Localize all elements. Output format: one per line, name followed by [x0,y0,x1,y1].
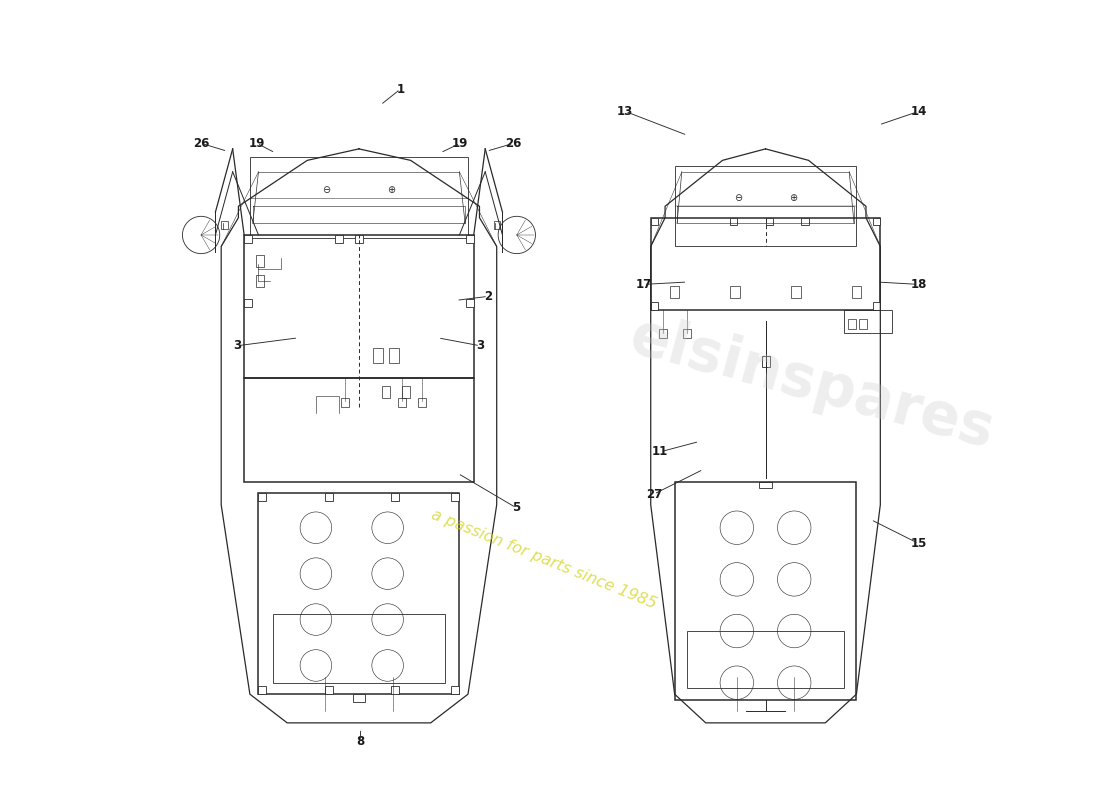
Bar [451,494,460,502]
Bar [250,158,468,238]
Text: ⊕: ⊕ [387,185,396,194]
Bar [791,286,801,298]
Bar [324,494,333,502]
Text: ⊖: ⊖ [322,185,330,194]
Bar [324,686,333,694]
Bar [373,348,383,362]
Bar [389,348,399,362]
Bar [398,398,406,407]
Text: 3: 3 [476,339,484,352]
Bar [353,694,365,702]
Bar [451,686,460,694]
Bar [683,329,691,338]
Bar [402,386,410,398]
Bar [802,218,808,225]
Bar [392,686,399,694]
Text: a passion for parts since 1985: a passion for parts since 1985 [429,507,659,612]
Bar [651,218,880,310]
Text: 8: 8 [356,734,365,748]
Bar [659,329,667,338]
Text: 15: 15 [911,537,927,550]
Bar [686,631,845,689]
Bar [465,298,474,306]
Bar [244,235,474,378]
Bar [729,218,737,225]
Bar [418,398,426,407]
Bar [759,482,772,488]
Bar [651,218,658,225]
Text: 26: 26 [505,137,521,150]
Text: 19: 19 [452,137,469,150]
Bar [336,235,343,243]
Text: 27: 27 [646,487,662,501]
Bar [674,482,857,700]
Bar [730,286,740,298]
Bar [494,222,501,230]
Bar [873,218,880,225]
Bar [845,310,892,333]
Bar [761,356,770,367]
Text: 14: 14 [911,105,927,118]
Text: 17: 17 [636,278,651,291]
Text: 3: 3 [233,339,241,352]
Bar [244,298,252,306]
Text: ⊖: ⊖ [734,194,742,203]
Bar [273,614,446,682]
Text: 11: 11 [652,446,669,458]
Bar [674,166,857,246]
Text: 26: 26 [192,137,209,150]
Bar [392,494,399,502]
Bar [766,218,772,225]
Text: 2: 2 [484,290,492,303]
Text: 5: 5 [512,501,520,514]
Text: 18: 18 [911,278,927,291]
Text: 1: 1 [396,82,405,95]
Bar [851,286,861,298]
Bar [244,378,474,482]
Bar [382,386,389,398]
Bar [355,235,363,243]
Bar [258,686,266,694]
Bar [465,235,474,243]
Bar [258,494,460,694]
Bar [848,319,857,329]
Bar [258,494,266,502]
Bar [256,275,264,286]
Bar [859,319,867,329]
Text: ⊕: ⊕ [789,194,796,203]
Bar [651,302,658,310]
Bar [873,302,880,310]
Bar [670,286,680,298]
Text: 13: 13 [617,105,634,118]
Bar [221,222,228,230]
Text: 19: 19 [249,137,265,150]
Bar [244,235,252,243]
Text: elsinspares: elsinspares [624,308,1001,460]
Bar [341,398,349,407]
Bar [256,255,264,267]
